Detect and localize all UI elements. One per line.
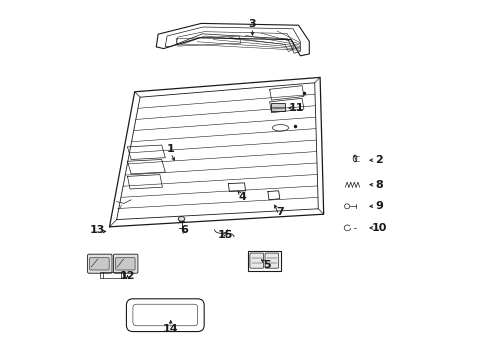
Text: 4: 4 bbox=[238, 192, 245, 202]
Text: 11: 11 bbox=[288, 103, 304, 113]
Text: 13: 13 bbox=[89, 225, 104, 235]
Text: 3: 3 bbox=[248, 19, 256, 30]
Bar bbox=[247, 251, 281, 271]
Bar bbox=[100, 272, 125, 278]
Text: 9: 9 bbox=[375, 201, 383, 211]
FancyBboxPatch shape bbox=[249, 253, 263, 268]
FancyBboxPatch shape bbox=[264, 253, 278, 268]
Text: 14: 14 bbox=[163, 324, 178, 334]
Text: 15: 15 bbox=[218, 230, 233, 240]
FancyBboxPatch shape bbox=[113, 254, 138, 273]
Bar bbox=[271, 103, 285, 111]
Text: 6: 6 bbox=[180, 225, 187, 235]
Text: 7: 7 bbox=[276, 207, 284, 217]
Text: 2: 2 bbox=[375, 155, 383, 165]
Ellipse shape bbox=[178, 217, 184, 221]
FancyBboxPatch shape bbox=[87, 254, 112, 273]
Text: 10: 10 bbox=[371, 223, 386, 233]
FancyBboxPatch shape bbox=[115, 258, 135, 270]
Text: 12: 12 bbox=[120, 271, 135, 282]
FancyBboxPatch shape bbox=[89, 258, 109, 270]
Text: 1: 1 bbox=[166, 144, 174, 154]
Text: 8: 8 bbox=[375, 180, 383, 190]
Text: 5: 5 bbox=[263, 260, 270, 270]
